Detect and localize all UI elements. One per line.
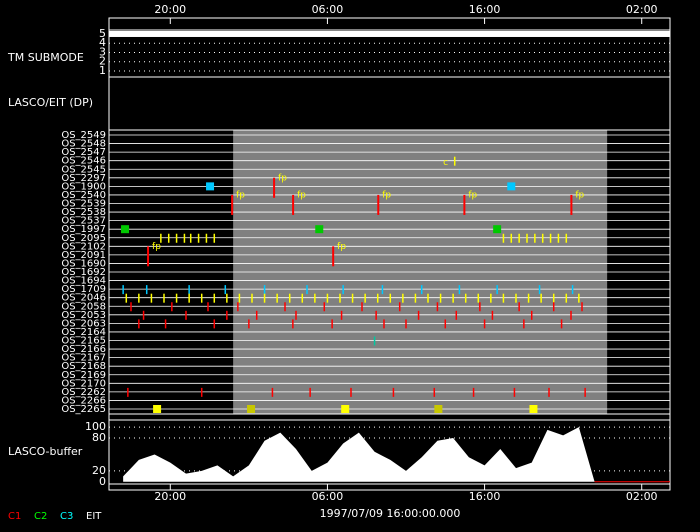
event-square [247,405,256,413]
row-label: OS_2547 [61,147,106,158]
top-time-label: 20:00 [154,3,186,16]
timestamp: 1997/07/09 16:00:00.000 [320,507,461,520]
row-label: OS_2265 [61,404,106,415]
row-label: OS_1900 [61,181,106,192]
fp-label: fp [236,190,245,200]
bottom-time-label: 06:00 [312,490,344,503]
row-label: OS_2167 [61,353,106,364]
submode-label: TM SUBMODE [7,51,84,64]
submode-tick-label: 4 [99,36,106,49]
top-time-label: 02:00 [626,3,658,16]
fp-label: fp [575,190,584,200]
submode-level [109,30,670,37]
row-label: OS_2549 [61,130,106,141]
buffer-tick-label: 20 [92,464,106,477]
bottom-time-label: 16:00 [469,490,501,503]
buffer-tick-label: 100 [85,420,106,433]
row-label: OS_2262 [61,387,106,398]
event-square [206,182,215,191]
event-square [315,225,324,234]
row-label: OS_1694 [61,276,106,287]
event-square [507,182,516,191]
fp-label: fp [278,173,287,183]
row-label: OS_2063 [61,318,106,329]
row-label: OS_2538 [61,207,106,218]
row-label: OS_2164 [61,327,106,338]
bottom-time-label: 02:00 [626,490,658,503]
buffer-label: LASCO-buffer [8,445,83,458]
event-square [341,405,350,413]
fp-label: fp [337,242,346,252]
submode-tick-label: 1 [99,64,106,77]
row-label: OS_2540 [61,190,106,201]
buffer-area [123,427,658,482]
row-label: OS_2102 [61,241,106,252]
row-label: OS_2546 [61,156,106,167]
fp-label: fp [468,190,477,200]
bottom-time-label: 20:00 [154,490,186,503]
row-label: OS_2091 [61,250,106,261]
legend-entry: C2 [34,511,47,522]
row-label: OS_2058 [61,301,106,312]
event-square [493,225,502,234]
row-label: OS_2548 [61,139,106,150]
row-label: OS_2266 [61,395,106,406]
row-label: OS_2169 [61,370,106,381]
submode-tick-label: 2 [99,55,106,68]
event-square [121,225,130,234]
fp-label: fp [297,190,306,200]
row-label: OS_2095 [61,233,106,244]
fp-label: fp [152,242,161,252]
row-label: OS_2168 [61,361,106,372]
row-label: OS_2170 [61,378,106,389]
top-time-label: 06:00 [312,3,344,16]
row-label: OS_2297 [61,173,106,184]
legend-entry: EIT [86,511,102,522]
row-label: OS_2545 [61,164,106,175]
fp-label: fp [382,190,391,200]
row-label: OS_1709 [61,284,106,295]
submode-tick-label: 5 [99,27,106,40]
row-label: OS_2046 [61,293,106,304]
row-label: OS_1690 [61,258,106,269]
c-label: c [443,158,448,168]
row-label: OS_2166 [61,344,106,355]
buffer-tick-label: 0 [99,475,106,488]
row-label: OS_1997 [61,224,106,235]
buffer-tick-label: 80 [92,431,106,444]
row-label: OS_2537 [61,216,106,227]
event-square [153,405,162,413]
legend-entry: C3 [60,511,73,522]
row-label: OS_2053 [61,310,106,321]
lasco-eit-label: LASCO/EIT (DP) [8,96,93,109]
row-label: OS_2539 [61,199,106,210]
row-label: OS_2165 [61,336,106,347]
event-square [434,405,443,413]
event-square [529,405,538,413]
plot-frame [108,17,671,491]
top-time-label: 16:00 [469,3,501,16]
legend-entry: C1 [8,511,21,522]
row-label: OS_1692 [61,267,106,278]
submode-tick-label: 3 [99,45,106,58]
